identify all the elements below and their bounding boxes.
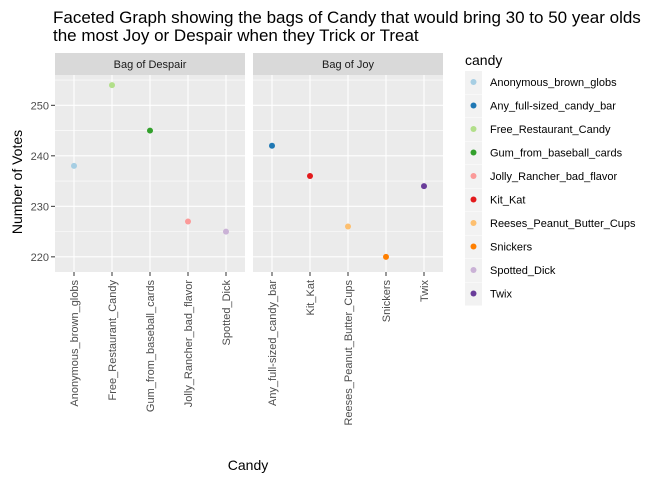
x-tick-label: Gum_from_baseball_cards — [145, 280, 157, 413]
legend-label: Any_full-sized_candy_bar — [490, 101, 616, 113]
x-tick-label: Jolly_Rancher_bad_flavor — [183, 280, 195, 408]
data-point — [269, 142, 275, 149]
legend-key — [470, 126, 477, 132]
data-point — [383, 253, 389, 260]
legend-key — [470, 243, 477, 250]
facet-strip — [253, 53, 443, 75]
legend-label: Free_Restaurant_Candy — [490, 124, 611, 136]
y-axis-title: Number of Votes — [9, 130, 25, 234]
x-tick-label: Twix — [419, 280, 431, 303]
legend-label: Reeses_Peanut_Butter_Cups — [490, 218, 636, 230]
chart-title-line-2: the most Joy or Despair when they Trick … — [53, 26, 419, 45]
x-tick-label: Spotted_Dick — [221, 280, 233, 346]
legend-key — [470, 267, 477, 273]
data-point — [307, 173, 313, 180]
data-point — [421, 183, 427, 190]
x-tick-label: Any_full-sized_candy_bar — [267, 280, 279, 406]
legend-label: Snickers — [490, 242, 533, 254]
y-axis: 220 230 240 250 — [31, 100, 55, 264]
y-tick-label: 220 — [31, 252, 49, 264]
x-tick-label: Reeses_Peanut_Butter_Cups — [343, 280, 355, 426]
legend-title: candy — [465, 52, 502, 68]
legend-key — [470, 290, 477, 297]
x-tick-label: Kit_Kat — [305, 280, 317, 315]
x-tick-label: Anonymous_brown_globs — [69, 280, 81, 407]
data-point — [185, 218, 191, 225]
legend-key — [470, 102, 477, 109]
legend-label: Gum_from_baseball_cards — [490, 148, 623, 160]
data-point — [71, 162, 77, 169]
facet-strip-label: Bag of Joy — [322, 59, 374, 71]
facet-panel: Bag of Despair Anonymous_brown_globs Free_… — [55, 53, 245, 412]
data-point — [147, 127, 153, 134]
data-point — [109, 82, 115, 89]
legend: candy Anonymous_brown_globs Any_full-size… — [465, 52, 636, 306]
legend-key — [470, 196, 477, 203]
facet-panel: Bag of Joy Any_full-sized_candy_bar Kit_Ka… — [253, 53, 443, 426]
legend-label: Twix — [490, 289, 513, 301]
facet-strip-label: Bag of Despair — [114, 59, 187, 71]
legend-label: Kit_Kat — [490, 195, 525, 207]
data-point — [345, 223, 351, 230]
legend-label: Anonymous_brown_globs — [490, 77, 617, 89]
legend-label: Spotted_Dick — [490, 265, 556, 277]
y-tick-label: 230 — [31, 201, 49, 213]
x-axis-title: Candy — [228, 457, 268, 473]
facet-strip — [55, 53, 245, 75]
x-tick-label: Free_Restaurant_Candy — [107, 280, 119, 401]
data-point — [223, 228, 229, 235]
facet-panels: Bag of Despair Anonymous_brown_globs Free_… — [31, 53, 443, 426]
legend-key — [470, 79, 477, 85]
legend-label: Jolly_Rancher_bad_flavor — [490, 171, 618, 183]
legend-key — [470, 149, 477, 156]
legend-key — [470, 220, 477, 226]
x-tick-label: Snickers — [381, 280, 393, 323]
y-tick-label: 240 — [31, 151, 49, 163]
chart-title-line-1: Faceted Graph showing the bags of Candy … — [53, 8, 641, 27]
y-tick-label: 250 — [31, 100, 49, 112]
legend-key — [470, 173, 477, 179]
